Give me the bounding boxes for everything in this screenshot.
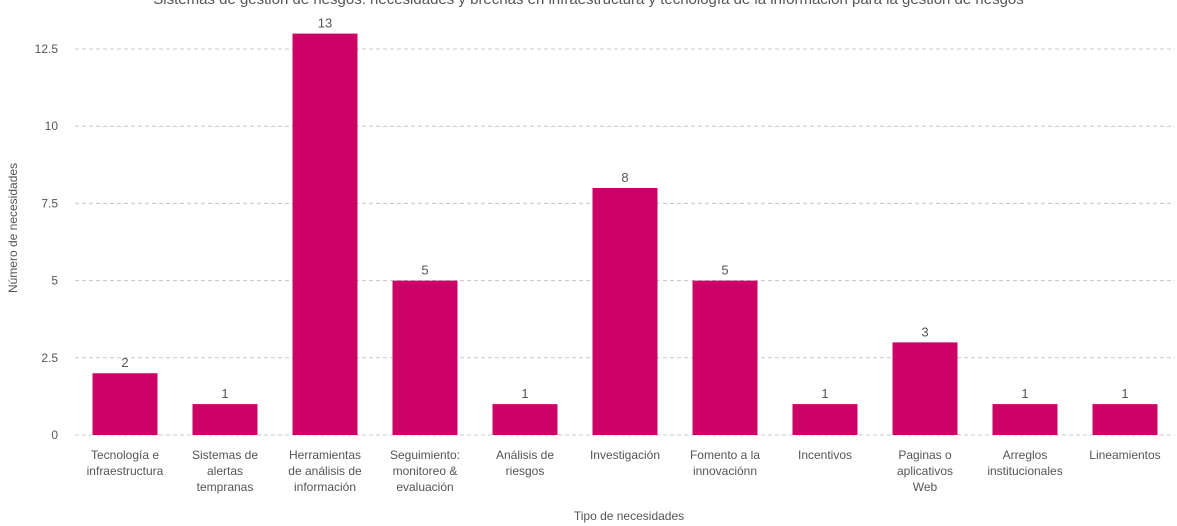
data-label: 1 bbox=[1121, 386, 1128, 401]
x-tick-label-line: infraestructura bbox=[87, 464, 164, 478]
x-tick-label: Lineamientos bbox=[1089, 448, 1160, 462]
bar bbox=[592, 187, 658, 435]
y-tick-label: 7.5 bbox=[41, 196, 58, 210]
bar bbox=[892, 342, 958, 435]
x-tick-label: Fomento a la innovaciónn bbox=[690, 448, 760, 478]
x-tick-label-line: innovaciónn bbox=[693, 464, 757, 478]
data-label: 2 bbox=[121, 355, 128, 370]
x-tick-label-line: Seguimiento: bbox=[390, 448, 460, 462]
x-axis-title: Tipo de necesidades bbox=[574, 509, 684, 523]
x-tick-label-line: Análisis de bbox=[496, 448, 554, 462]
x-tick-label-line: tempranas bbox=[197, 480, 254, 494]
y-tick-label: 0 bbox=[51, 428, 58, 442]
x-tick-label-line: institucionales bbox=[987, 464, 1062, 478]
x-tick-label: Tecnología e infraestructura bbox=[87, 448, 164, 478]
x-tick-label: Arreglos institucionales bbox=[987, 448, 1062, 478]
x-tick-label-line: información bbox=[294, 480, 356, 494]
bar bbox=[192, 404, 258, 435]
bar bbox=[792, 404, 858, 435]
x-tick-label: Investigación bbox=[590, 448, 660, 462]
bar bbox=[1092, 404, 1158, 435]
x-tick-label-line: de análisis de bbox=[288, 464, 362, 478]
x-tick-label: Seguimiento: monitoreo & evaluación bbox=[390, 448, 460, 494]
data-label: 1 bbox=[1021, 386, 1028, 401]
data-label: 13 bbox=[318, 16, 332, 31]
x-tick-label-line: Arreglos bbox=[1003, 448, 1048, 462]
y-tick-label: 10 bbox=[45, 119, 59, 133]
y-axis: 0 2.5 5 7.5 10 12.5 bbox=[35, 42, 59, 442]
x-tick-label-line: aplicativos bbox=[897, 464, 953, 478]
x-tick-label: Paginas o aplicativos Web bbox=[897, 448, 953, 494]
y-tick-label: 12.5 bbox=[35, 42, 59, 56]
chart-title: Sistemas de gestión de riesgos: necesida… bbox=[0, 0, 1177, 8]
x-tick-label: Herramientas de análisis de información bbox=[288, 448, 362, 494]
bar bbox=[92, 373, 158, 435]
x-tick-label-line: Lineamientos bbox=[1089, 448, 1160, 462]
data-label: 1 bbox=[221, 386, 228, 401]
y-tick-label: 5 bbox=[51, 274, 58, 288]
x-tick-label: Análisis de riesgos bbox=[496, 448, 554, 478]
x-tick-label-line: Paginas o bbox=[898, 448, 952, 462]
bar bbox=[492, 404, 558, 435]
data-label: 1 bbox=[521, 386, 528, 401]
data-label: 8 bbox=[621, 170, 628, 185]
bars bbox=[92, 33, 1158, 436]
x-tick-label-line: evaluación bbox=[396, 480, 453, 494]
x-tick-label-line: Herramientas bbox=[289, 448, 361, 462]
x-tick-label-line: monitoreo & bbox=[393, 464, 458, 478]
y-tick-label: 2.5 bbox=[41, 351, 58, 365]
x-tick-label: Sistemas de alertas tempranas bbox=[192, 448, 258, 494]
x-tick-label-line: Incentivos bbox=[798, 448, 852, 462]
x-tick-label-line: Web bbox=[913, 480, 938, 494]
x-tick-label-line: Sistemas de bbox=[192, 448, 258, 462]
data-label: 5 bbox=[421, 263, 428, 278]
data-label: 1 bbox=[821, 386, 828, 401]
bar bbox=[292, 33, 358, 436]
y-axis-title: Número de necesidades bbox=[6, 163, 20, 293]
x-tick-label-line: riesgos bbox=[506, 464, 545, 478]
data-label: 3 bbox=[921, 324, 928, 339]
x-axis: Tecnología e infraestructura Sistemas de al… bbox=[87, 448, 1161, 494]
x-tick-label: Incentivos bbox=[798, 448, 852, 462]
x-tick-label-line: Investigación bbox=[590, 448, 660, 462]
data-label: 5 bbox=[721, 263, 728, 278]
bar bbox=[992, 404, 1058, 435]
x-tick-label-line: Tecnología e bbox=[91, 448, 159, 462]
x-tick-label-line: Fomento a la bbox=[690, 448, 760, 462]
x-tick-label-line: alertas bbox=[207, 464, 243, 478]
bar bbox=[392, 280, 458, 435]
bar bbox=[692, 280, 758, 435]
